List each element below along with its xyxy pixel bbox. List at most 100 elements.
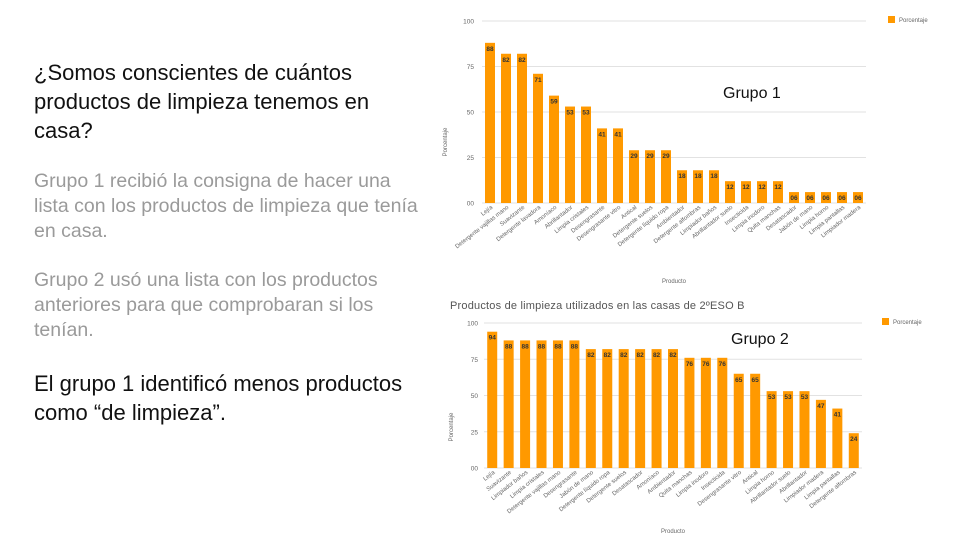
- chart1-data-label: 18: [678, 173, 686, 180]
- chart1-bar: [549, 95, 559, 203]
- chart2-data-label: 88: [554, 343, 562, 350]
- chart1-data-label: 59: [550, 99, 558, 106]
- chart1-bar: [773, 181, 783, 203]
- chart1-bar: [741, 181, 751, 203]
- chart1-bar: [853, 192, 863, 203]
- chart1-data-label: 18: [710, 173, 718, 180]
- chart2-bar: [733, 373, 744, 468]
- slide-title: ¿Somos conscientes de cuántos productos …: [34, 60, 370, 143]
- chart1-bar: [597, 128, 607, 203]
- chart1-data-label: 82: [518, 57, 526, 64]
- chart2-bar: [684, 357, 695, 468]
- chart2-y-tick-label: 75: [471, 357, 479, 364]
- chart2-data-label: 53: [768, 394, 776, 401]
- chart1-data-label: 88: [486, 46, 494, 53]
- chart2-bar: [536, 340, 547, 468]
- chart1-annotation: Grupo 1: [723, 85, 781, 102]
- chart2-data-label: 88: [538, 343, 546, 350]
- chart2-data-label: 88: [571, 343, 579, 350]
- chart1-bar: [789, 192, 799, 203]
- chart2-y-tick-label: 00: [471, 466, 479, 473]
- chart2-bar: [832, 408, 843, 468]
- conclusion-text: El grupo 1 identificó menos productos co…: [34, 371, 403, 425]
- chart1-y-tick-label: 75: [467, 64, 475, 71]
- chart2-data-label: 24: [850, 436, 858, 443]
- chart1-data-label: 18: [694, 173, 702, 180]
- chart1-legend-label: Porcentaje: [899, 18, 928, 24]
- chart1-bar: [645, 150, 655, 203]
- chart1-data-label: 06: [854, 195, 862, 202]
- chart2-bar: [635, 349, 646, 468]
- chart2-bar: [700, 357, 711, 468]
- chart2-data-label: 47: [817, 403, 825, 410]
- chart2-bar: [717, 357, 728, 468]
- chart1-data-label: 41: [614, 131, 622, 138]
- chart1-data-label: 29: [630, 153, 638, 160]
- chart1-bar: [501, 53, 511, 204]
- chart2-x-axis-label: Producto: [661, 529, 686, 535]
- chart1-bar: [565, 106, 575, 203]
- chart2-bar: [569, 340, 580, 468]
- chart1-bar: [837, 192, 847, 203]
- chart2-data-label: 76: [719, 361, 727, 368]
- chart2-bar: [552, 340, 563, 468]
- chart2-data-label: 82: [620, 352, 628, 359]
- chart2-data-label: 82: [653, 352, 661, 359]
- chart2-bar: [848, 433, 859, 468]
- chart2-title: Productos de limpieza utilizados en las …: [450, 300, 745, 312]
- chart1-data-label: 29: [646, 153, 654, 160]
- chart1-data-label: 06: [806, 195, 814, 202]
- chart1-bar: [821, 192, 831, 203]
- chart2-legend-swatch: [882, 318, 889, 325]
- chart2-bar: [766, 391, 777, 468]
- chart1-bar: [661, 150, 671, 203]
- chart1-bar: [709, 170, 719, 203]
- chart1-data-label: 06: [790, 195, 798, 202]
- chart2-y-axis-label: Porcentaje: [449, 412, 455, 441]
- chart1-data-label: 82: [502, 57, 510, 64]
- chart1-legend-swatch: [888, 16, 895, 23]
- chart2-data-label: 65: [735, 377, 743, 384]
- chart1-bar: [517, 53, 527, 204]
- chart2-legend-label: Porcentaje: [893, 320, 922, 326]
- chart1-data-label: 12: [742, 184, 750, 191]
- chart1-data-label: 12: [774, 184, 782, 191]
- chart1-data-label: 06: [838, 195, 846, 202]
- chart1-y-tick-label: 25: [467, 155, 475, 162]
- slide-text-column: ¿Somos conscientes de cuántos productos …: [34, 58, 429, 427]
- chart2-bar: [783, 391, 794, 468]
- chart1-bar: [693, 170, 703, 203]
- chart2-bar: [815, 399, 826, 468]
- chart2-annotation: Grupo 2: [731, 331, 789, 348]
- chart1-bar: [805, 192, 815, 203]
- chart1-bar: [613, 128, 623, 203]
- chart2-bar: [799, 391, 810, 468]
- chart1-data-label: 71: [534, 77, 542, 84]
- chart2-bar: [585, 349, 596, 468]
- chart1-bar: [581, 106, 591, 203]
- chart2-bar: [651, 349, 662, 468]
- chart1-data-label: 53: [582, 110, 590, 117]
- chart2-bar: [520, 340, 531, 468]
- chart1-bar: [533, 73, 543, 203]
- chart2-bar: [750, 373, 761, 468]
- group2-description: Grupo 2 usó una lista con los productos …: [34, 269, 378, 341]
- chart2-bar: [618, 349, 629, 468]
- chart2-data-label: 53: [784, 394, 792, 401]
- chart2-y-tick-label: 50: [471, 393, 479, 400]
- chart2-data-label: 76: [702, 361, 710, 368]
- chart2-data-label: 88: [521, 343, 529, 350]
- chart1-x-axis-label: Producto: [662, 279, 687, 285]
- chart1-y-tick-label: 50: [467, 110, 475, 117]
- chart1-data-label: 12: [726, 184, 734, 191]
- chart2-data-label: 82: [637, 352, 645, 359]
- chart1-y-axis-label: Porcentaje: [443, 127, 449, 156]
- chart1-bar: [677, 170, 687, 203]
- chart1-data-label: 41: [598, 131, 606, 138]
- chart1-bar: [629, 150, 639, 203]
- chart1-bar: [485, 42, 495, 204]
- chart2-data-label: 82: [604, 352, 612, 359]
- chart2-bar: [487, 331, 498, 468]
- chart2-data-label: 94: [489, 335, 497, 342]
